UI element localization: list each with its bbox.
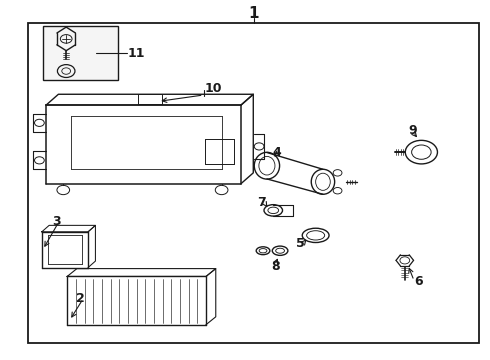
- Text: 8: 8: [271, 260, 279, 273]
- Text: 6: 6: [415, 275, 423, 288]
- Bar: [28, 23, 479, 342]
- Text: 3: 3: [52, 215, 61, 228]
- Text: 2: 2: [76, 292, 85, 305]
- Text: 1: 1: [248, 6, 259, 21]
- Text: 10: 10: [205, 82, 222, 95]
- Text: 7: 7: [257, 196, 266, 209]
- Text: 9: 9: [409, 124, 417, 137]
- Text: 11: 11: [127, 47, 145, 60]
- Text: 4: 4: [273, 146, 282, 159]
- Bar: [43, 26, 118, 80]
- Text: 5: 5: [295, 237, 304, 250]
